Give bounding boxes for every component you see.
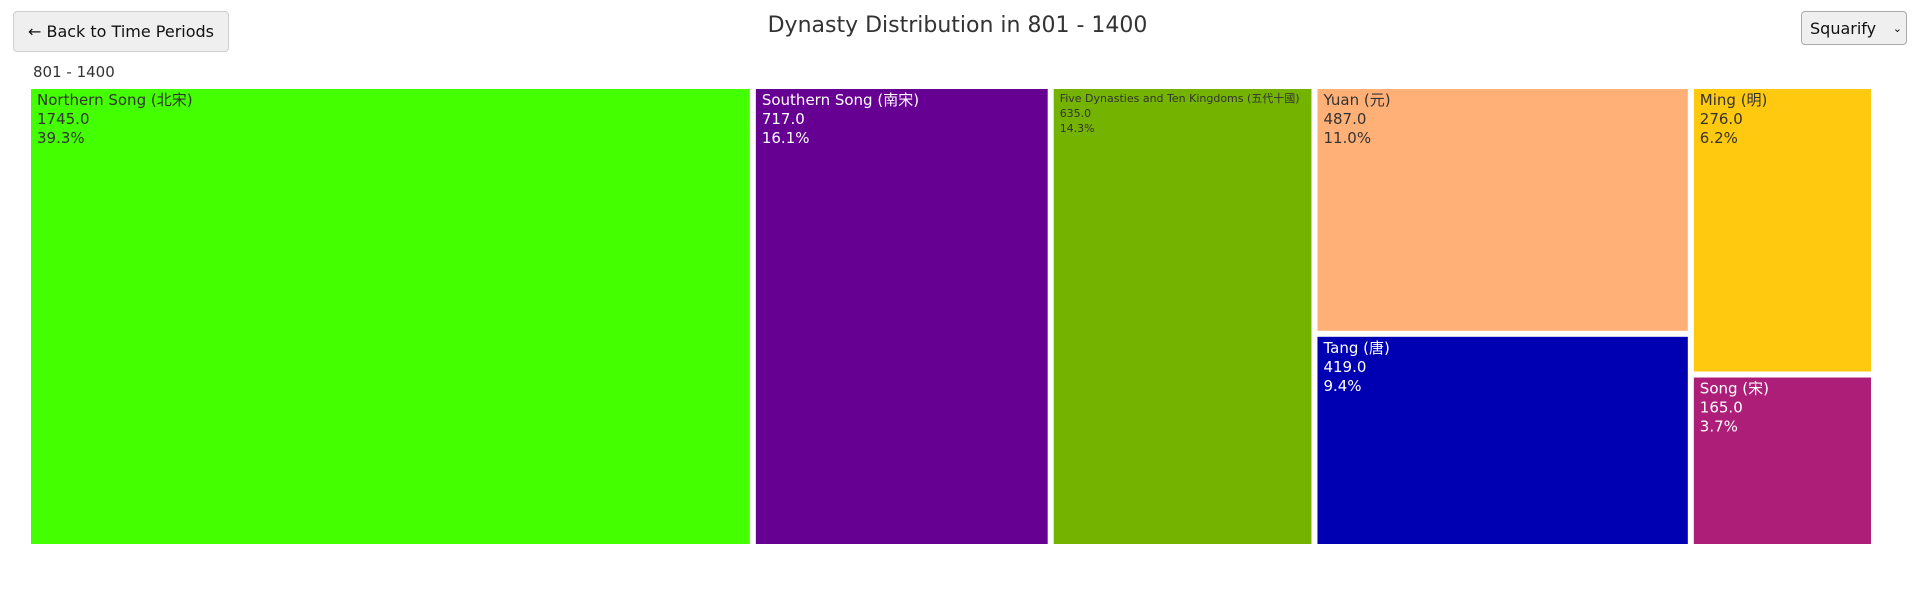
treemap-cell[interactable]: Song (宋)165.03.7% [1693,377,1871,544]
treemap-cell[interactable]: Five Dynasties and Ten Kingdoms (五代十國) 63… [1053,89,1312,544]
cell-value: 419.0 [1323,358,1366,376]
chevron-down-icon: ⌄ [1892,21,1902,35]
cell-label: Northern Song (北宋) [37,91,193,109]
cell-percent: 39.3% [37,129,85,147]
period-label: 801 - 1400 [33,63,115,81]
cell-percent: 3.7% [1700,418,1738,436]
treemap-rect[interactable] [1053,89,1312,544]
layout-select-value: Squarify [1810,18,1877,38]
treemap-rect[interactable] [1317,336,1688,544]
treemap-rect[interactable] [31,89,750,544]
chart-title: Dynasty Distribution in 801 - 1400 [767,13,1148,38]
cell-label: Ming (明) [1700,91,1768,109]
treemap-cell[interactable]: Southern Song (南宋)717.016.1% [755,89,1048,544]
layout-select[interactable]: Squarify ⌄ [1801,11,1907,45]
cell-percent: 6.2% [1700,129,1738,147]
cell-percent: 11.0% [1323,129,1371,147]
cell-percent: 16.1% [762,129,810,147]
cell-value: 635.0 [1060,107,1092,120]
cell-label: Southern Song (南宋) [762,91,919,109]
cell-percent: 9.4% [1323,377,1361,395]
treemap-cell[interactable]: Northern Song (北宋)1745.039.3% [31,89,750,544]
cell-value: 1745.0 [37,110,90,128]
treemap-rect[interactable] [1693,89,1871,372]
treemap-rect[interactable] [755,89,1048,544]
treemap-cell[interactable]: Yuan (元)487.011.0% [1317,89,1688,331]
treemap-rect[interactable] [1317,89,1688,331]
cell-value: 165.0 [1700,399,1743,417]
treemap-rect[interactable] [1693,377,1871,544]
treemap-cell[interactable]: Ming (明)276.06.2% [1693,89,1871,372]
cell-label: Five Dynasties and Ten Kingdoms (五代十國) [1060,91,1300,105]
cell-value: 276.0 [1700,110,1743,128]
cell-label: Song (宋) [1700,380,1769,398]
cell-percent: 14.3% [1060,122,1095,135]
cell-label: Tang (唐) [1322,339,1389,357]
back-to-time-periods-button[interactable]: ← Back to Time Periods [13,11,229,52]
cell-value: 487.0 [1323,110,1366,128]
cell-label: Yuan (元) [1322,91,1390,109]
cell-value: 717.0 [762,110,805,128]
treemap-cell[interactable]: Tang (唐)419.09.4% [1317,336,1688,544]
